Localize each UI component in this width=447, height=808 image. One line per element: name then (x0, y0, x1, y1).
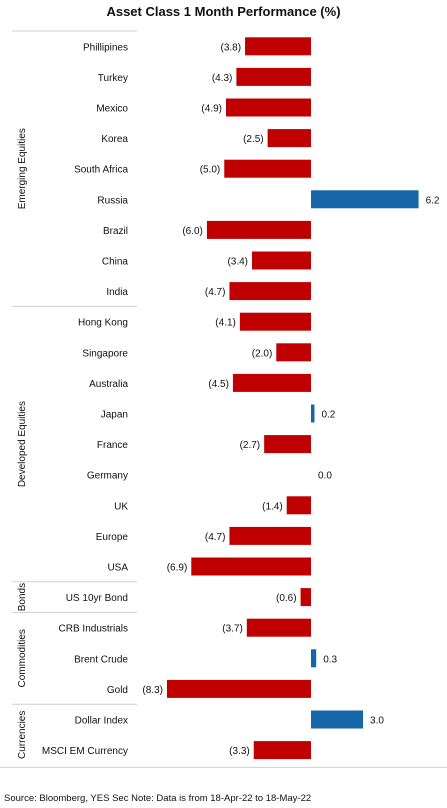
data-label: (4.9) (201, 104, 222, 115)
data-label: (2.5) (243, 134, 264, 145)
data-label: 0.0 (318, 471, 332, 482)
category-label: Japan (101, 410, 128, 421)
data-label: (4.3) (212, 73, 233, 84)
category-label: USA (107, 563, 128, 574)
data-label: 6.2 (426, 195, 440, 206)
bar (191, 557, 311, 576)
data-label: (2.7) (240, 440, 261, 451)
bar (239, 312, 311, 331)
category-label: UK (114, 501, 128, 512)
bar (311, 190, 419, 209)
data-label: 0.2 (321, 410, 335, 421)
category-label: France (97, 440, 129, 451)
group-label: Bonds (17, 583, 28, 611)
bar (276, 343, 311, 362)
bar (267, 129, 311, 148)
data-label: (1.4) (262, 501, 283, 512)
group-label: Currencies (17, 711, 28, 759)
category-label: Germany (87, 471, 128, 482)
category-label: China (102, 257, 129, 268)
bar (229, 282, 311, 301)
bar (206, 220, 311, 239)
bar (245, 37, 311, 56)
category-label: Brazil (103, 226, 128, 237)
group-label: Commodities (17, 629, 28, 687)
bar (224, 159, 311, 178)
group-label: Emerging Equities (17, 128, 28, 209)
data-label: (4.7) (205, 287, 226, 298)
chart-title: Asset Class 1 Month Performance (%) (106, 4, 341, 19)
source-note: Source: Bloomberg, YES Sec Note: Data is… (4, 793, 312, 804)
category-label: Phillipines (83, 42, 128, 53)
category-label: Mexico (96, 104, 128, 115)
bar (166, 679, 311, 698)
category-label: Russia (97, 195, 128, 206)
category-label: Brent Crude (74, 654, 128, 665)
category-label: CRB Industrials (59, 624, 128, 635)
data-label: (4.5) (208, 379, 229, 390)
category-label: Hong Kong (78, 318, 128, 329)
bar (252, 251, 311, 270)
data-label: (4.1) (215, 318, 236, 329)
data-label: (6.0) (182, 226, 203, 237)
bar (232, 373, 311, 392)
bar (311, 404, 315, 423)
bar (311, 710, 364, 729)
data-label: (3.8) (221, 42, 242, 53)
bar (236, 67, 311, 86)
category-label: Gold (107, 685, 128, 696)
data-label: (5.0) (200, 165, 221, 176)
bar (264, 435, 311, 454)
data-label: (4.7) (205, 532, 226, 543)
bar (246, 618, 311, 637)
category-label: Singapore (82, 348, 128, 359)
data-label: (3.7) (222, 624, 243, 635)
category-label: India (106, 287, 128, 298)
category-label: Dollar Index (75, 716, 128, 727)
category-label: US 10yr Bond (66, 593, 128, 604)
data-label: 0.3 (323, 654, 337, 665)
category-label: Korea (101, 134, 128, 145)
group-label: Developed Equities (17, 401, 28, 487)
data-label: (6.9) (167, 563, 188, 574)
data-label: (2.0) (252, 348, 273, 359)
bar (311, 649, 317, 668)
data-label: (8.3) (142, 685, 163, 696)
bar (229, 526, 311, 545)
bar (225, 98, 311, 117)
data-label: (3.4) (227, 257, 248, 268)
category-label: Australia (89, 379, 128, 390)
category-label: South Africa (74, 165, 128, 176)
data-label: 3.0 (370, 716, 384, 727)
data-label: (3.3) (229, 746, 250, 757)
bar (286, 496, 311, 515)
category-label: Turkey (98, 73, 128, 84)
category-label: Europe (96, 532, 129, 543)
bar (253, 741, 311, 760)
data-label: (0.6) (276, 593, 297, 604)
bar (300, 588, 311, 607)
category-label: MSCI EM Currency (42, 746, 128, 757)
